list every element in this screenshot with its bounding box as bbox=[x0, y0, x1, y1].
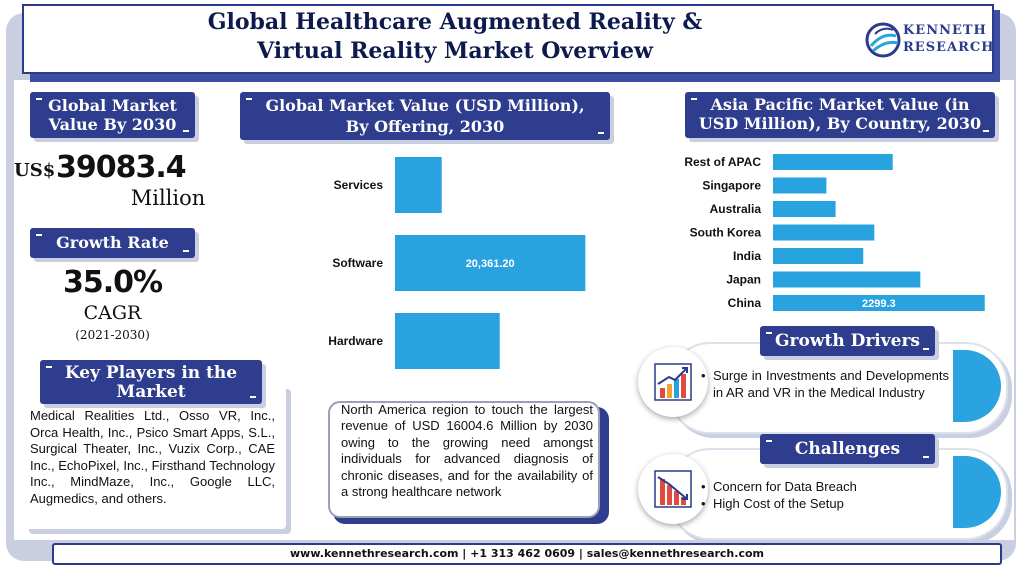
category-label: China bbox=[728, 296, 762, 310]
challenges-icon-circle bbox=[638, 454, 708, 524]
declining-chart-icon bbox=[654, 470, 692, 508]
page-title-line-2: Virtual Reality Market Overview bbox=[257, 38, 653, 64]
north-america-box bbox=[328, 401, 600, 518]
growth-drivers-banner: Growth Drivers bbox=[760, 326, 935, 356]
key-players-banner: Key Players in the Market bbox=[40, 360, 262, 404]
growth-driver-item: Surge in Investments and Developments in… bbox=[701, 368, 949, 401]
north-america-text: North America region to touch the larges… bbox=[341, 402, 593, 500]
challenge-item: High Cost of the Setup bbox=[701, 496, 949, 513]
market-value-banner: Global Market Value By 2030 bbox=[30, 92, 195, 138]
market-value-banner-line-2: Value By 2030 bbox=[48, 115, 177, 134]
category-label: India bbox=[733, 249, 761, 263]
challenges-banner: Challenges bbox=[760, 434, 935, 464]
key-players-banner-line-1: Key Players in the bbox=[64, 363, 238, 383]
bar-singapore bbox=[773, 177, 827, 194]
page-title: Global Healthcare Augmented Reality & Vi… bbox=[110, 8, 800, 66]
category-label: Hardware bbox=[328, 334, 383, 348]
category-label: Singapore bbox=[702, 179, 761, 193]
logo-line-2: RESEARCH bbox=[903, 40, 995, 55]
key-players-banner-line-2: Market bbox=[116, 382, 186, 402]
offering-chart-banner: Global Market Value (USD Million), By Of… bbox=[240, 92, 610, 140]
growth-drivers-list: Surge in Investments and Developments in… bbox=[701, 368, 949, 401]
growth-rate-period: (2021-2030) bbox=[75, 328, 150, 342]
category-label: Software bbox=[332, 256, 383, 270]
key-players-text: Medical Realities Ltd., Osso VR, Inc., O… bbox=[30, 408, 275, 506]
challenges-list: Concern for Data Breach High Cost of the… bbox=[701, 479, 949, 512]
growth-rate-banner: Growth Rate bbox=[30, 228, 195, 258]
market-value-banner-line-1: Global Market bbox=[48, 96, 177, 115]
rising-chart-icon bbox=[654, 363, 692, 401]
category-label: Services bbox=[334, 178, 384, 192]
bar-services bbox=[395, 157, 442, 213]
contact-footer: www.kennethresearch.com | +1 313 462 060… bbox=[52, 543, 1002, 565]
market-value-number: 39083.4 bbox=[56, 150, 187, 185]
offering-chart-title: Global Market Value (USD Million), By Of… bbox=[265, 96, 585, 136]
challenge-item: Concern for Data Breach bbox=[701, 479, 949, 496]
growth-rate-label: CAGR bbox=[83, 302, 142, 324]
logo-line-1: KENNETH bbox=[903, 23, 987, 38]
bar-india bbox=[773, 248, 864, 264]
bar-china bbox=[773, 295, 985, 311]
bar-rest-of-apac bbox=[773, 154, 893, 170]
growth-drivers-icon-circle bbox=[638, 347, 708, 417]
category-label: Rest of APAC bbox=[684, 155, 761, 169]
bar-software bbox=[395, 235, 586, 291]
category-label: Australia bbox=[710, 202, 762, 216]
globe-logo-icon bbox=[865, 22, 901, 58]
logo-text: KENNETH RESEARCH bbox=[903, 22, 995, 56]
category-label: Japan bbox=[726, 273, 761, 287]
data-label: 2299.3 bbox=[862, 298, 896, 310]
growth-rate-value: 35.0% bbox=[62, 265, 163, 300]
currency-label: US$ bbox=[14, 160, 56, 181]
title-box bbox=[22, 4, 994, 74]
category-label: South Korea bbox=[690, 226, 762, 240]
key-players-box bbox=[24, 384, 286, 529]
bar-hardware bbox=[395, 313, 500, 369]
apac-chart-banner: Asia Pacific Market Value (in USD Millio… bbox=[685, 92, 995, 138]
bar-japan bbox=[773, 271, 921, 288]
page-title-line-1: Global Healthcare Augmented Reality & bbox=[207, 9, 703, 35]
apac-chart-title: Asia Pacific Market Value (in USD Millio… bbox=[698, 95, 982, 133]
company-logo: KENNETH RESEARCH bbox=[865, 18, 994, 62]
data-label: 20,361.20 bbox=[466, 258, 515, 270]
bar-south-korea bbox=[773, 224, 875, 241]
market-value-unit: Million bbox=[130, 186, 206, 210]
bar-australia bbox=[773, 201, 836, 217]
